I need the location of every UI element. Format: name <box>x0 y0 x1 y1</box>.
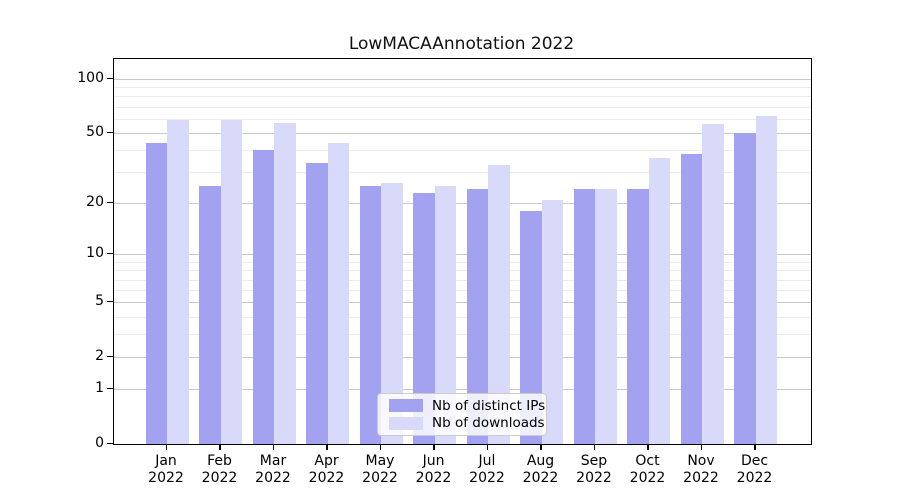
bar-nb-of-distinct-ips-oct <box>627 189 649 444</box>
y-tick-50 <box>107 131 113 133</box>
y-tick-10 <box>107 252 113 255</box>
gridline-100 <box>114 79 811 80</box>
y-tick-label-5: 5 <box>95 293 104 310</box>
gridline-5 <box>114 302 811 304</box>
bar-nb-of-distinct-ips-may <box>359 186 381 444</box>
gridline-minor-80 <box>114 96 811 98</box>
bar-nb-of-downloads-aug <box>541 199 563 444</box>
bar-nb-of-downloads-sep <box>595 189 617 444</box>
legend-item-downloads: Nb of downloads <box>389 415 545 431</box>
x-tick-label-may: May 2022 <box>362 453 398 486</box>
y-tick-label-50: 50 <box>86 124 104 140</box>
bar-nb-of-downloads-dec <box>755 116 777 444</box>
bar-nb-of-distinct-ips-mar <box>252 150 274 444</box>
bar-nb-of-distinct-ips-nov <box>680 154 702 444</box>
gridline-minor-30 <box>114 172 811 174</box>
x-tick-label-oct: Oct 2022 <box>629 453 666 486</box>
x-tick-apr <box>326 444 328 450</box>
legend-item-distinct-ips: Nb of distinct IPs <box>389 398 545 414</box>
x-tick-label-jan: Jan 2022 <box>148 453 184 486</box>
bar-nb-of-distinct-ips-apr <box>306 162 328 444</box>
bar-nb-of-distinct-ips-feb <box>199 186 221 444</box>
y-tick-0 <box>107 442 113 444</box>
x-tick-label-feb: Feb 2022 <box>201 453 238 486</box>
x-tick-label-mar: Mar 2022 <box>255 453 291 486</box>
gridline-minor-4 <box>114 316 811 318</box>
x-tick-label-apr: Apr 2022 <box>308 453 345 486</box>
legend-swatch-downloads <box>389 416 423 430</box>
x-tick-label-aug: Aug 2022 <box>522 453 559 486</box>
legend-swatch-distinct-ips <box>389 399 423 413</box>
bar-nb-of-downloads-apr <box>327 142 349 444</box>
chart-title: LowMACAAnnotation 2022 <box>348 34 575 54</box>
legend-label-downloads: Nb of downloads <box>432 415 545 432</box>
y-tick-5 <box>107 300 113 303</box>
gridline-minor-8 <box>114 270 811 272</box>
gridline-minor-90 <box>114 87 811 89</box>
x-tick-dec <box>754 444 756 450</box>
gridline-minor-6 <box>114 290 811 292</box>
legend: Nb of distinct IPs Nb of downloads <box>377 393 547 436</box>
gridline-2 <box>114 357 811 359</box>
bar-nb-of-downloads-jan <box>167 120 189 444</box>
x-tick-label-jul: Jul 2022 <box>469 453 505 486</box>
bar-nb-of-distinct-ips-aug <box>520 211 542 444</box>
y-tick-label-1: 1 <box>95 380 104 397</box>
bar-nb-of-distinct-ips-jan <box>145 142 167 444</box>
legend-label-distinct-ips: Nb of distinct IPs <box>432 397 546 414</box>
bar-nb-of-downloads-feb <box>220 120 242 444</box>
x-tick-nov <box>700 444 702 450</box>
bar-nb-of-downloads-may <box>381 183 403 444</box>
y-tick-label-0: 0 <box>95 435 104 451</box>
bar-nb-of-downloads-nov <box>702 124 724 444</box>
x-tick-label-dec: Dec 2022 <box>736 453 773 486</box>
x-tick-aug <box>540 444 542 450</box>
y-tick-1 <box>107 387 113 390</box>
x-tick-feb <box>219 444 221 450</box>
gridline-minor-7 <box>114 279 811 281</box>
bar-nb-of-distinct-ips-sep <box>573 189 595 444</box>
y-tick-label-100: 100 <box>77 70 104 86</box>
x-tick-label-nov: Nov 2022 <box>683 453 719 486</box>
x-tick-jun <box>433 444 435 450</box>
x-tick-sep <box>593 444 595 450</box>
gridline-1 <box>114 389 811 391</box>
x-tick-jan <box>165 444 167 450</box>
gridline-minor-70 <box>114 106 811 108</box>
y-tick-label-20: 20 <box>86 194 104 211</box>
bar-nb-of-downloads-oct <box>648 158 670 444</box>
gridline-minor-3 <box>114 334 811 336</box>
gridline-minor-40 <box>114 150 811 152</box>
y-tick-label-10: 10 <box>86 245 104 262</box>
bar-nb-of-distinct-ips-jul <box>466 189 488 444</box>
y-tick-2 <box>107 355 113 358</box>
bar-nb-of-downloads-jul <box>488 165 510 444</box>
gridline-minor-60 <box>114 118 811 120</box>
bar-nb-of-distinct-ips-dec <box>734 133 756 444</box>
y-tick-100 <box>107 77 113 79</box>
gridline-10 <box>114 254 811 256</box>
x-tick-may <box>379 444 381 450</box>
gridline-minor-9 <box>114 261 811 263</box>
x-tick-label-jun: Jun 2022 <box>415 453 452 486</box>
bar-nb-of-downloads-mar <box>274 122 296 444</box>
plot-area <box>113 58 812 445</box>
x-tick-label-sep: Sep 2022 <box>576 453 612 486</box>
y-tick-label-2: 2 <box>95 348 104 365</box>
bar-nb-of-distinct-ips-jun <box>413 192 435 444</box>
gridline-20 <box>114 203 811 205</box>
x-tick-mar <box>272 444 274 450</box>
y-tick-20 <box>107 201 113 204</box>
x-tick-jul <box>486 444 488 450</box>
bar-nb-of-downloads-jun <box>434 186 456 444</box>
x-tick-oct <box>647 444 649 450</box>
gridline-50 <box>114 133 811 134</box>
